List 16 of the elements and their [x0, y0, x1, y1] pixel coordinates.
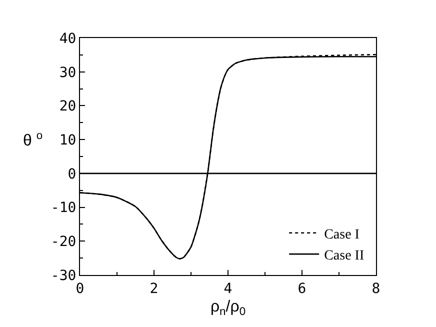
- y-tick-label: 0: [68, 166, 76, 182]
- x-axis-title: ρ$_{n}$/ρ$_{0}$: [210, 298, 246, 318]
- y-tick-label: 20: [59, 98, 76, 115]
- y-tick-label: 30: [59, 64, 76, 81]
- y-axis-title: θ $^{o}$: [23, 130, 43, 150]
- y-tick-label: -30: [50, 268, 76, 284]
- legend-label: Case I: [324, 227, 360, 242]
- y-tick-label: -20: [50, 234, 76, 250]
- y-tick-label: -10: [50, 200, 76, 216]
- x-tick-label: 8: [372, 280, 380, 297]
- x-tick-label: 6: [298, 280, 306, 297]
- y-tick-label: 10: [59, 132, 76, 148]
- y-tick-label: 40: [59, 30, 76, 47]
- x-tick-label: 2: [150, 280, 158, 297]
- legend-label: Case II: [324, 248, 364, 264]
- x-tick-label: 4: [224, 280, 232, 297]
